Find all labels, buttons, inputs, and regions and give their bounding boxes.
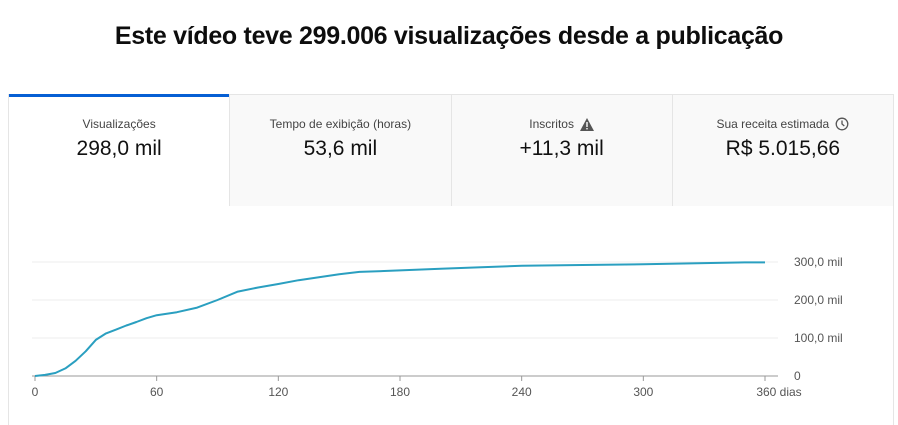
tab-watch-time[interactable]: Tempo de exibição (horas) 53,6 mil [229, 95, 451, 206]
tab-label: Visualizações [82, 117, 156, 131]
tab-label: Inscritos [529, 117, 574, 131]
x-tick-label: 240 [512, 385, 532, 399]
x-tick-label: 0 [32, 385, 39, 399]
tab-value: 298,0 mil [76, 137, 162, 160]
tab-value: R$ 5.015,66 [725, 137, 841, 160]
x-tick-label: 180 [390, 385, 410, 399]
y-tick-label: 100,0 mil [794, 331, 843, 345]
metric-tabs: Visualizações 298,0 mil Tempo de exibiçã… [9, 94, 893, 206]
x-tick-label: 60 [150, 385, 164, 399]
x-tick-label: 300 [633, 385, 653, 399]
views-series-line [34, 261, 765, 377]
tab-label: Tempo de exibição (horas) [269, 117, 412, 131]
tab-revenue[interactable]: Sua receita estimada R$ 5.015,66 [671, 95, 893, 206]
tab-subscribers[interactable]: Inscritos +11,3 mil [450, 95, 672, 206]
tab-views[interactable]: Visualizações 298,0 mil [9, 94, 230, 206]
y-tick-label: 200,0 mil [794, 293, 843, 307]
y-tick-label: 0 [794, 369, 801, 383]
tab-label: Sua receita estimada [716, 117, 830, 131]
y-tick-label: 300,0 mil [794, 255, 843, 269]
warning-icon [579, 117, 594, 131]
x-tick-label: 120 [268, 385, 288, 399]
page-title: Este vídeo teve 299.006 visualizações de… [114, 22, 784, 50]
tab-value: +11,3 mil [519, 137, 604, 160]
analytics-card: Visualizações 298,0 mil Tempo de exibiçã… [8, 94, 894, 425]
tab-value: 53,6 mil [303, 137, 378, 160]
views-chart: 0 100,0 mil 200,0 mil 300,0 mil 0 60 120 180 240… [32, 255, 843, 399]
clock-icon [835, 117, 849, 131]
x-tick-label: 360 dias [756, 385, 801, 399]
